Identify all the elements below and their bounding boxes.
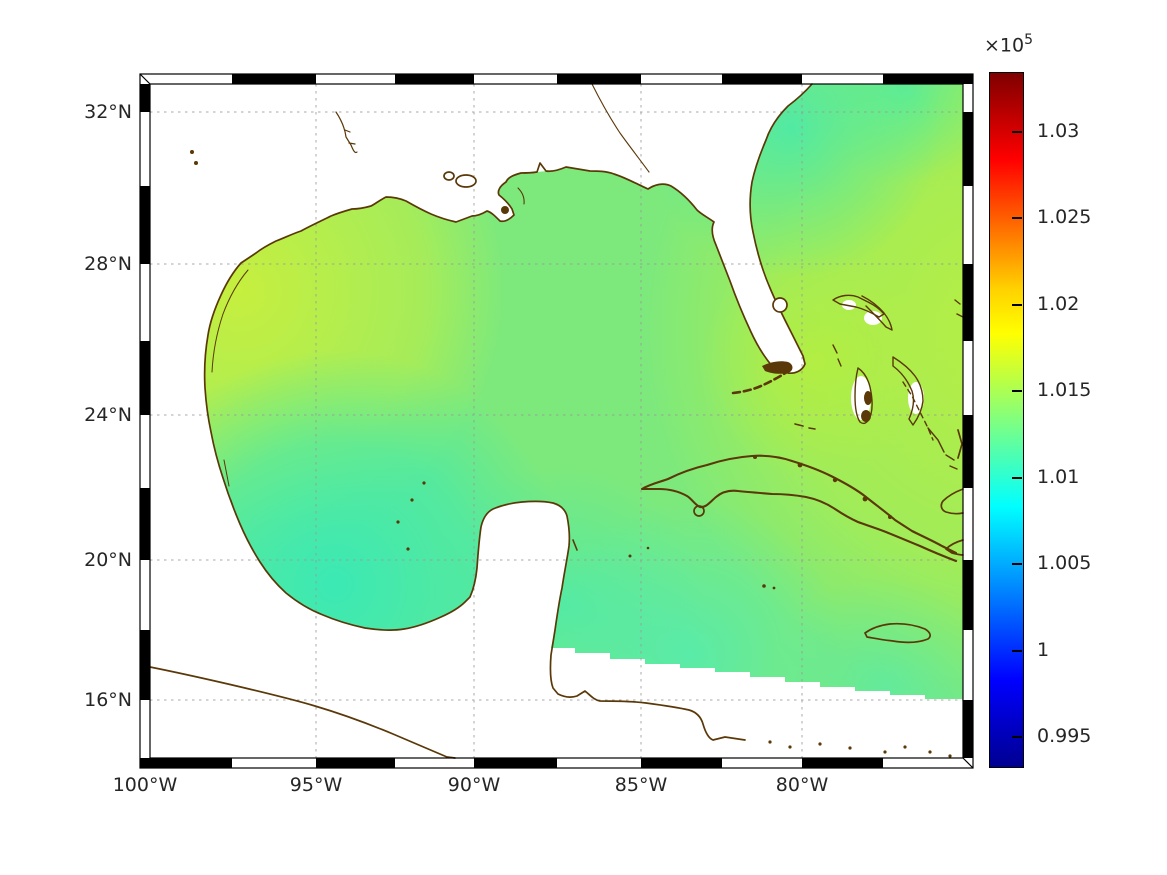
colorbar-tick-mark [1012, 304, 1022, 306]
lake-okeechobee [772, 297, 788, 313]
colorbar [989, 72, 1024, 768]
coastlines [149, 83, 964, 759]
inland-lake [335, 111, 358, 154]
y-tick-16n: 16°N [84, 689, 132, 711]
x-tick-80w: 80°W [775, 774, 829, 796]
coastline-pacific [149, 666, 456, 759]
graticule-grid [150, 84, 963, 758]
colorbar-label-1-01: 1.01 [1037, 466, 1080, 488]
river-line [591, 83, 650, 173]
y-tick-20n: 20°N [84, 549, 132, 571]
cozumel [572, 539, 578, 551]
colorbar-tick-mark [1012, 563, 1022, 565]
coastline-hispaniola [940, 429, 964, 556]
map-frame [139, 73, 974, 769]
y-tick-28n: 28°N [84, 253, 132, 275]
coastline-mainland [203, 83, 813, 741]
isla-juventud [693, 505, 705, 517]
mexico-lagoon [223, 459, 237, 516]
pressure-data-field [204, 84, 963, 699]
colorbar-tick-mark [1012, 217, 1022, 219]
colorbar-exponent: ×105 [984, 32, 1034, 57]
coast-blotches [190, 150, 952, 758]
texas-barrier-islands [211, 269, 249, 373]
colorbar-label-1-025: 1.025 [1037, 206, 1092, 228]
y-tick-32n: 32°N [84, 101, 132, 123]
colorbar-label-1-03: 1.03 [1037, 120, 1080, 142]
cay-sal-marks [794, 423, 816, 430]
colorbar-tick-mark [1012, 650, 1022, 652]
colorbar-tick-mark [1012, 736, 1022, 738]
colorbar-label-0-995: 0.995 [1037, 725, 1092, 747]
coastline-bahamas [832, 294, 964, 470]
y-tick-24n: 24°N [84, 404, 132, 426]
colorbar-tick-mark [1012, 390, 1022, 392]
x-tick-95w: 95°W [289, 774, 343, 796]
colorbar-tick-mark [1012, 477, 1022, 479]
x-tick-100w: 100°W [112, 774, 178, 796]
x-tick-85w: 85°W [614, 774, 668, 796]
florida-keys [731, 370, 789, 395]
coastline-jamaica [864, 622, 931, 644]
colorbar-label-1-005: 1.005 [1037, 552, 1092, 574]
colorbar-label-1-02: 1.02 [1037, 293, 1080, 315]
lake-pontchartrain [455, 174, 477, 188]
chandeleur-arc [517, 187, 525, 205]
colorbar-tick-mark [1012, 131, 1022, 133]
colorbar-label-1-015: 1.015 [1037, 379, 1092, 401]
x-tick-90w: 90°W [447, 774, 501, 796]
colorbar-label-1: 1 [1037, 639, 1050, 661]
